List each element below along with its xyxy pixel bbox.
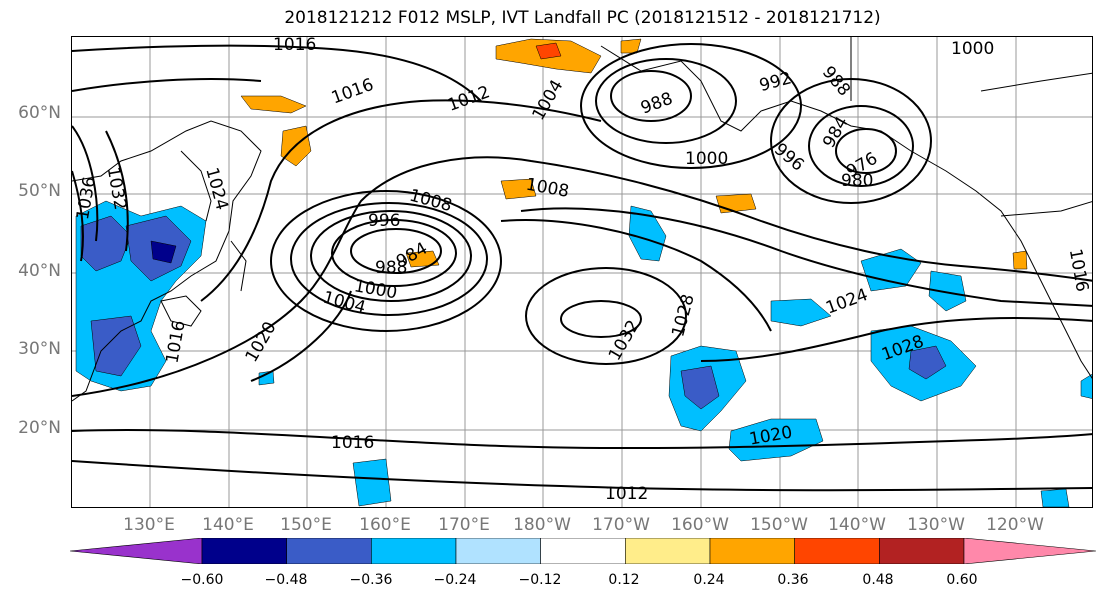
- colorbar-tick: −0.60: [180, 572, 224, 588]
- contour-label: 1016: [331, 433, 374, 453]
- contour-label: 1032: [605, 317, 644, 364]
- colorbar-cell: [540, 538, 626, 564]
- contour-label: 1024: [201, 165, 232, 212]
- colorbar-cell: [879, 538, 965, 564]
- map-svg: 1016 1016 1012 1004 988 992 988 984 1000…: [72, 37, 1092, 507]
- contour-label: 996: [368, 211, 400, 231]
- isobars: [72, 43, 1092, 492]
- lat-label-30n: 30°N: [18, 339, 61, 359]
- colorbar-cell: [286, 538, 372, 564]
- lat-label-60n: 60°N: [18, 103, 61, 123]
- contour-label: 988: [818, 63, 854, 101]
- map-title: 2018121212 F012 MSLP, IVT Landfall PC (2…: [284, 8, 881, 28]
- lon-label-140e: 140°E: [202, 515, 254, 535]
- contour-label: 1024: [823, 285, 870, 319]
- contour-label: 1028: [668, 292, 699, 339]
- colorbar-cell: [455, 538, 541, 564]
- contour-label: 1008: [407, 186, 454, 217]
- colorbar-tick: 0.48: [862, 572, 894, 588]
- contour-label: 980: [841, 171, 873, 191]
- colorbar-tick: 0.24: [693, 572, 725, 588]
- lat-label-40n: 40°N: [18, 261, 61, 281]
- contour-label: 1008: [524, 175, 570, 202]
- lon-label-160w: 160°W: [671, 515, 729, 535]
- map-panel: 1016 1016 1012 1004 988 992 988 984 1000…: [71, 36, 1093, 508]
- colorbar-tick: 0.36: [777, 572, 809, 588]
- colorbar-cell: [625, 538, 711, 564]
- contour-label: 1016: [329, 75, 376, 109]
- colorbar-cell: [963, 538, 1096, 564]
- lon-label-170w: 170°W: [592, 515, 650, 535]
- colorbar-cell: [201, 538, 287, 564]
- contour-label: 1016: [1065, 247, 1092, 293]
- lon-label-140w: 140°W: [828, 515, 886, 535]
- contour-label: 1020: [242, 318, 281, 365]
- lon-label-120w: 120°W: [986, 515, 1044, 535]
- lon-label-160e: 160°E: [359, 515, 411, 535]
- colorbar-cell: [794, 538, 880, 564]
- lat-label-50n: 50°N: [18, 181, 61, 201]
- colorbar-cell: [70, 538, 203, 564]
- lat-label-20n: 20°N: [18, 418, 61, 438]
- contour-label: 1000: [951, 39, 994, 59]
- colorbar-tick: −0.48: [264, 572, 308, 588]
- lon-label-150e: 150°E: [280, 515, 332, 535]
- colorbar: [70, 538, 1096, 564]
- contour-label: 1000: [685, 149, 728, 169]
- colorbar-tick: −0.24: [433, 572, 477, 588]
- contour-label: 1012: [445, 82, 492, 116]
- colorbar-tick: 0.12: [608, 572, 640, 588]
- lon-label-170e: 170°E: [438, 515, 490, 535]
- lon-label-130w: 130°W: [907, 515, 965, 535]
- colorbar-cell: [709, 538, 795, 564]
- colorbar-tick: −0.36: [349, 572, 393, 588]
- contour-label: 988: [638, 89, 675, 119]
- lon-label-130e: 130°E: [123, 515, 175, 535]
- contour-label: 992: [757, 68, 794, 96]
- lon-label-150w: 150°W: [750, 515, 808, 535]
- contour-label: 1012: [605, 484, 648, 504]
- colorbar-cell: [371, 538, 457, 564]
- contour-label: 1016: [273, 37, 316, 55]
- colorbar-tick: −0.12: [518, 572, 562, 588]
- contour-label: 988: [375, 258, 407, 278]
- colorbar-tick: 0.60: [946, 572, 978, 588]
- lon-label-180w: 180°W: [513, 515, 571, 535]
- contour-label: 1016: [162, 319, 189, 365]
